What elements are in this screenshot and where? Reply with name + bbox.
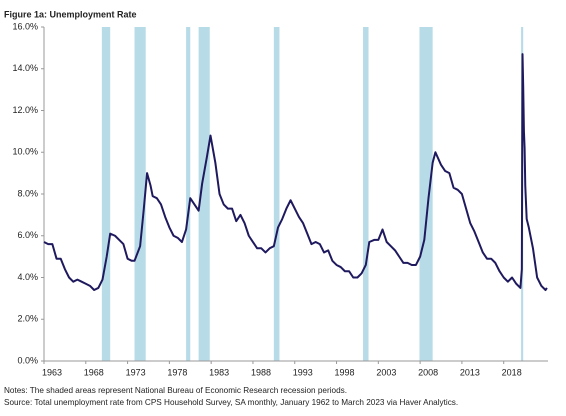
y-tick-label: 2.0% xyxy=(17,314,38,324)
x-tick-label: 2013 xyxy=(460,367,480,377)
y-tick-label: 14.0% xyxy=(12,63,38,73)
x-tick-label: 1983 xyxy=(209,367,229,377)
x-tick-label: 2003 xyxy=(376,367,396,377)
chart-title: Figure 1a: Unemployment Rate xyxy=(4,9,137,19)
y-tick-label: 12.0% xyxy=(12,105,38,115)
recession-band xyxy=(363,27,369,361)
recession-band xyxy=(198,27,210,361)
recession-band xyxy=(101,27,111,361)
y-tick-label: 6.0% xyxy=(17,230,38,240)
recession-band xyxy=(134,27,146,361)
x-tick-label: 1988 xyxy=(251,367,271,377)
y-tick-label: 16.0% xyxy=(12,21,38,31)
x-tick-label: 1973 xyxy=(126,367,146,377)
y-tick-label: 10.0% xyxy=(12,147,38,157)
recession-band xyxy=(273,27,280,361)
note: Notes: The shaded areas represent Nation… xyxy=(4,386,347,395)
x-tick-label: 1968 xyxy=(84,367,104,377)
y-tick-label: 4.0% xyxy=(17,272,38,282)
recession-band xyxy=(186,27,191,361)
y-tick-label: 8.0% xyxy=(17,188,38,198)
x-tick-label: 2008 xyxy=(418,367,438,377)
note: Source: Total unemployment rate from CPS… xyxy=(4,398,458,407)
series-line xyxy=(43,53,548,292)
x-tick-label: 1993 xyxy=(293,367,313,377)
x-tick-label: 2018 xyxy=(502,367,522,377)
recession-band xyxy=(419,27,433,361)
x-tick-label: 1998 xyxy=(335,367,355,377)
x-tick-label: 1963 xyxy=(42,367,62,377)
x-tick-label: 1978 xyxy=(167,367,187,377)
y-tick-label: 0.0% xyxy=(17,355,38,365)
